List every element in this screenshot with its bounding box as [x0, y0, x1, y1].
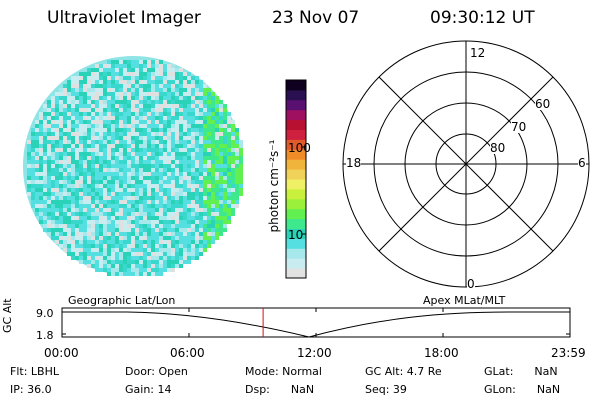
instrument-title: Ultraviolet Imager [47, 8, 201, 28]
mlat-label-80: 80 [490, 141, 506, 155]
colorbar-band [286, 179, 306, 190]
colorbar-band [286, 139, 306, 150]
colorbar-band [286, 188, 306, 200]
colorbar-tick-10: 10 [288, 228, 304, 242]
altplot-xtick-2359: 23:59 [551, 346, 586, 360]
colorbar-band [286, 149, 306, 160]
colorbar-band [286, 99, 306, 111]
altplot-xtick-1800: 18:00 [424, 346, 459, 360]
mlat-label-70: 70 [511, 120, 527, 134]
time-label: 09:30:12 UT [430, 8, 535, 28]
status-mode: Mode: Normal [245, 365, 322, 378]
altplot-ytick-top: 9.0 [36, 307, 54, 320]
colorbar-frame [285, 79, 307, 279]
mlt-label-0: 0 [467, 277, 475, 291]
altplot-xtick-0600: 06:00 [170, 346, 205, 360]
colorbar-band [286, 159, 306, 170]
colorbar-band [286, 208, 306, 220]
status-gcalt: GC Alt: 4.7 Re [365, 365, 442, 378]
altplot-left-title: Geographic Lat/Lon [68, 294, 176, 307]
colorbar-band [286, 89, 306, 101]
colorbar-band [286, 80, 306, 91]
status-dsp: Dsp: NaN [245, 383, 315, 396]
status-flt: Flt: LBHL [10, 365, 59, 378]
status-door: Door: Open [125, 365, 188, 378]
colorbar-band [286, 198, 306, 210]
altplot-ytick-bottom: 1.8 [36, 329, 54, 342]
altplot-right-title: Apex MLat/MLT [423, 294, 506, 307]
colorbar-band [286, 129, 306, 140]
colorbar-band [286, 258, 306, 269]
colorbar-band [286, 238, 306, 249]
status-ip: IP: 36.0 [10, 383, 52, 396]
colorbar-band [286, 268, 306, 279]
status-seq: Seq: 39 [365, 383, 407, 396]
status-gain: Gain: 14 [125, 383, 172, 396]
status-glon: GLon: NaN [484, 383, 561, 396]
colorbar-tick-100: 100 [288, 141, 311, 155]
mlt-label-6: 6 [578, 156, 586, 170]
date-label: 23 Nov 07 [272, 8, 360, 28]
colorbar-band [286, 169, 306, 180]
mlt-label-18: 18 [346, 156, 362, 170]
colorbar-band [286, 228, 306, 239]
colorbar-band [286, 248, 306, 259]
mlat-label-60: 60 [535, 97, 551, 111]
colorbar-band [286, 218, 306, 229]
mlt-label-12: 12 [470, 46, 486, 60]
altplot-xtick-0000: 00:00 [44, 346, 79, 360]
colorbar-band [286, 109, 306, 121]
altplot-xtick-1200: 12:00 [297, 346, 332, 360]
colorbar-band [286, 119, 306, 130]
earth-speckle [27, 60, 243, 276]
altitude-curve [62, 311, 570, 338]
status-glat: GLat: NaN [484, 365, 558, 378]
